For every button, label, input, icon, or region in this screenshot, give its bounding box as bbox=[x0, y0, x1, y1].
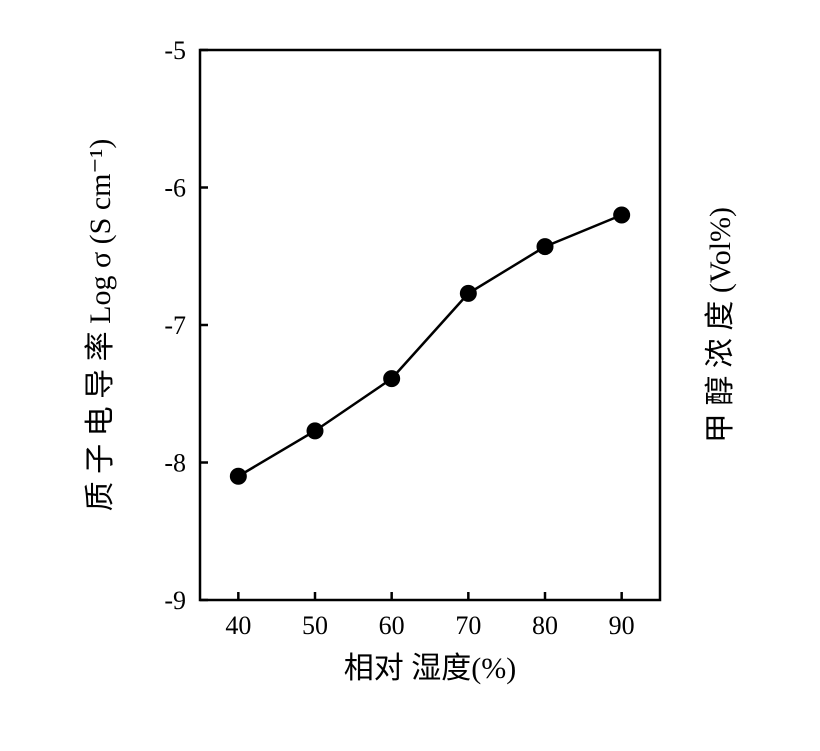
x-tick-label: 50 bbox=[302, 611, 328, 640]
x-tick-label: 60 bbox=[379, 611, 405, 640]
chart-container: 40 50 60 70 80 90 -9 -8 -7 -6 -5 相对 湿度(%) 质 子 电 导 率 … bbox=[50, 30, 770, 710]
x-tick-label: 40 bbox=[225, 611, 251, 640]
x-tick-label: 80 bbox=[532, 611, 558, 640]
data-marker bbox=[307, 423, 323, 439]
data-marker bbox=[460, 285, 476, 301]
y-tick-label: -9 bbox=[164, 586, 186, 615]
data-marker bbox=[230, 468, 246, 484]
x-tick-label: 90 bbox=[609, 611, 635, 640]
data-line bbox=[238, 215, 621, 476]
plot-frame bbox=[200, 50, 660, 600]
data-marker bbox=[537, 239, 553, 255]
y-axis-label-left: 质 子 电 导 率 Log σ (S cm⁻¹) bbox=[84, 139, 117, 512]
y-tick-label: -6 bbox=[164, 174, 186, 203]
data-marker bbox=[614, 207, 630, 223]
y-axis-label-right: 甲 醇 浓 度 (Vol%) bbox=[704, 207, 737, 443]
y-tick-label: -7 bbox=[164, 311, 186, 340]
chart-svg: 40 50 60 70 80 90 -9 -8 -7 -6 -5 相对 湿度(%) 质 子 电 导 率 … bbox=[50, 30, 770, 710]
x-tick-label: 70 bbox=[455, 611, 481, 640]
y-tick-label: -8 bbox=[164, 449, 186, 478]
x-axis-label: 相对 湿度(%) bbox=[344, 652, 516, 685]
y-tick-label: -5 bbox=[164, 36, 186, 65]
data-marker bbox=[384, 371, 400, 387]
